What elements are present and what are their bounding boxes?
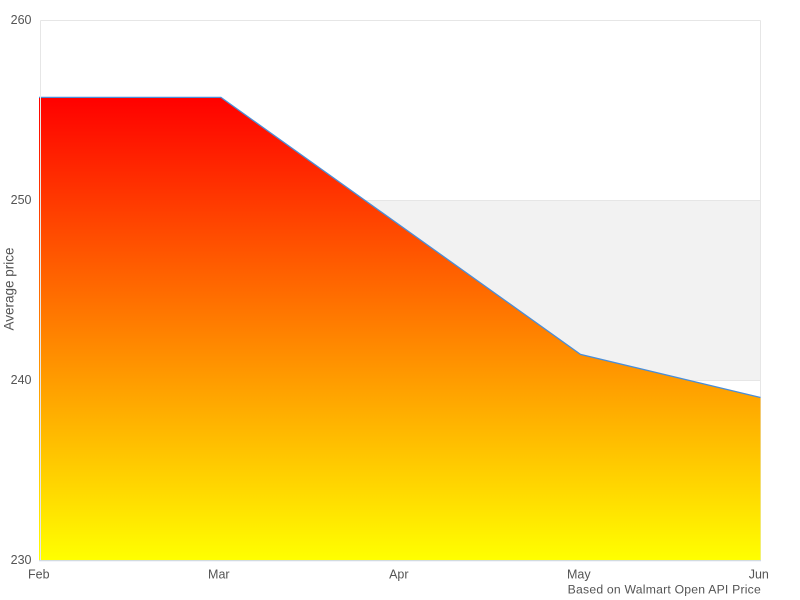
svg-text:230: 230 <box>11 553 32 567</box>
svg-text:240: 240 <box>11 373 32 387</box>
svg-text:260: 260 <box>11 13 32 27</box>
svg-text:Mar: Mar <box>208 568 230 582</box>
svg-text:Based on Walmart Open API Pric: Based on Walmart Open API Price <box>568 582 761 596</box>
svg-text:250: 250 <box>11 193 32 207</box>
svg-text:Apr: Apr <box>389 568 408 582</box>
svg-text:Feb: Feb <box>28 568 50 582</box>
svg-text:Average price: Average price <box>2 247 17 330</box>
svg-text:Jun: Jun <box>749 568 769 582</box>
svg-text:May: May <box>567 568 591 582</box>
